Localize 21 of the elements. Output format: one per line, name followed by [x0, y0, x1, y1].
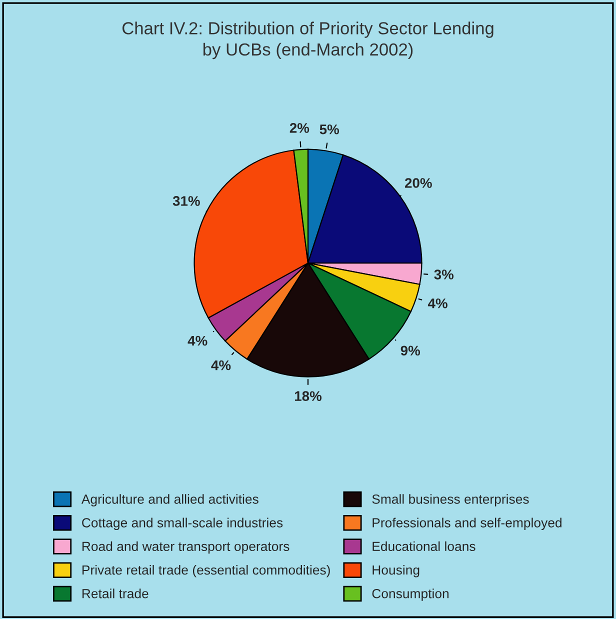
legend-label: Road and water transport operators — [82, 541, 290, 554]
data-label: 3% — [434, 270, 454, 280]
legend-label: Small business enterprises — [372, 494, 529, 506]
legend-label: Housing — [372, 564, 420, 578]
chart-title: Chart IV.2: Distribution of Priority Sector Lending by UCBs (end-March 2002) — [122, 22, 494, 60]
legend-label: Professionals and self-employed — [372, 518, 562, 530]
data-label: 5% — [320, 124, 340, 134]
data-label: 20% — [404, 178, 432, 188]
data-label: 18% — [294, 391, 322, 401]
data-label: 2% — [290, 123, 310, 133]
legend-label: Agriculture and allied activities — [81, 494, 258, 506]
legend-label: Educational loans — [372, 541, 476, 552]
data-label: 4% — [428, 298, 448, 308]
legend-label: Consumption — [372, 588, 449, 601]
legend-label: Private retail trade (essential commodities) — [82, 564, 330, 578]
legend-label: Retail trade — [82, 588, 148, 598]
data-label: 4% — [211, 360, 231, 370]
data-label: 4% — [188, 336, 208, 346]
legend-label: Cottage and small-scale industries — [82, 518, 283, 530]
data-label: 9% — [400, 346, 420, 356]
data-label: 31% — [172, 196, 200, 206]
